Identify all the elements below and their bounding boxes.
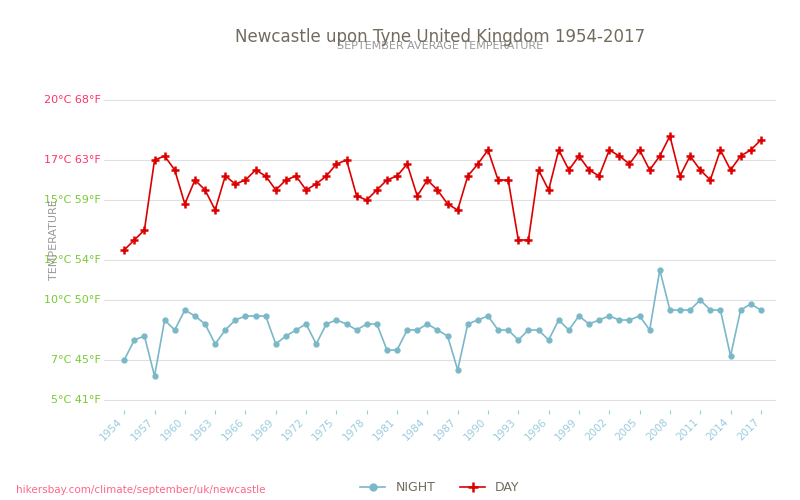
Text: 7°C 45°F: 7°C 45°F [50, 355, 101, 365]
Text: SEPTEMBER AVERAGE TEMPERATURE: SEPTEMBER AVERAGE TEMPERATURE [337, 42, 543, 51]
Text: 20°C 68°F: 20°C 68°F [44, 95, 101, 105]
Text: 5°C 41°F: 5°C 41°F [51, 395, 101, 405]
Text: hikersbay.com/climate/september/uk/newcastle: hikersbay.com/climate/september/uk/newca… [16, 485, 266, 495]
Text: 17°C 63°F: 17°C 63°F [44, 155, 101, 165]
Text: 12°C 54°F: 12°C 54°F [44, 255, 101, 265]
Text: TEMPERATURE: TEMPERATURE [49, 200, 58, 280]
Text: 10°C 50°F: 10°C 50°F [44, 295, 101, 305]
Legend: NIGHT, DAY: NIGHT, DAY [355, 476, 525, 499]
Text: 15°C 59°F: 15°C 59°F [44, 195, 101, 205]
Title: Newcastle upon Tyne United Kingdom 1954-2017: Newcastle upon Tyne United Kingdom 1954-… [235, 28, 645, 46]
